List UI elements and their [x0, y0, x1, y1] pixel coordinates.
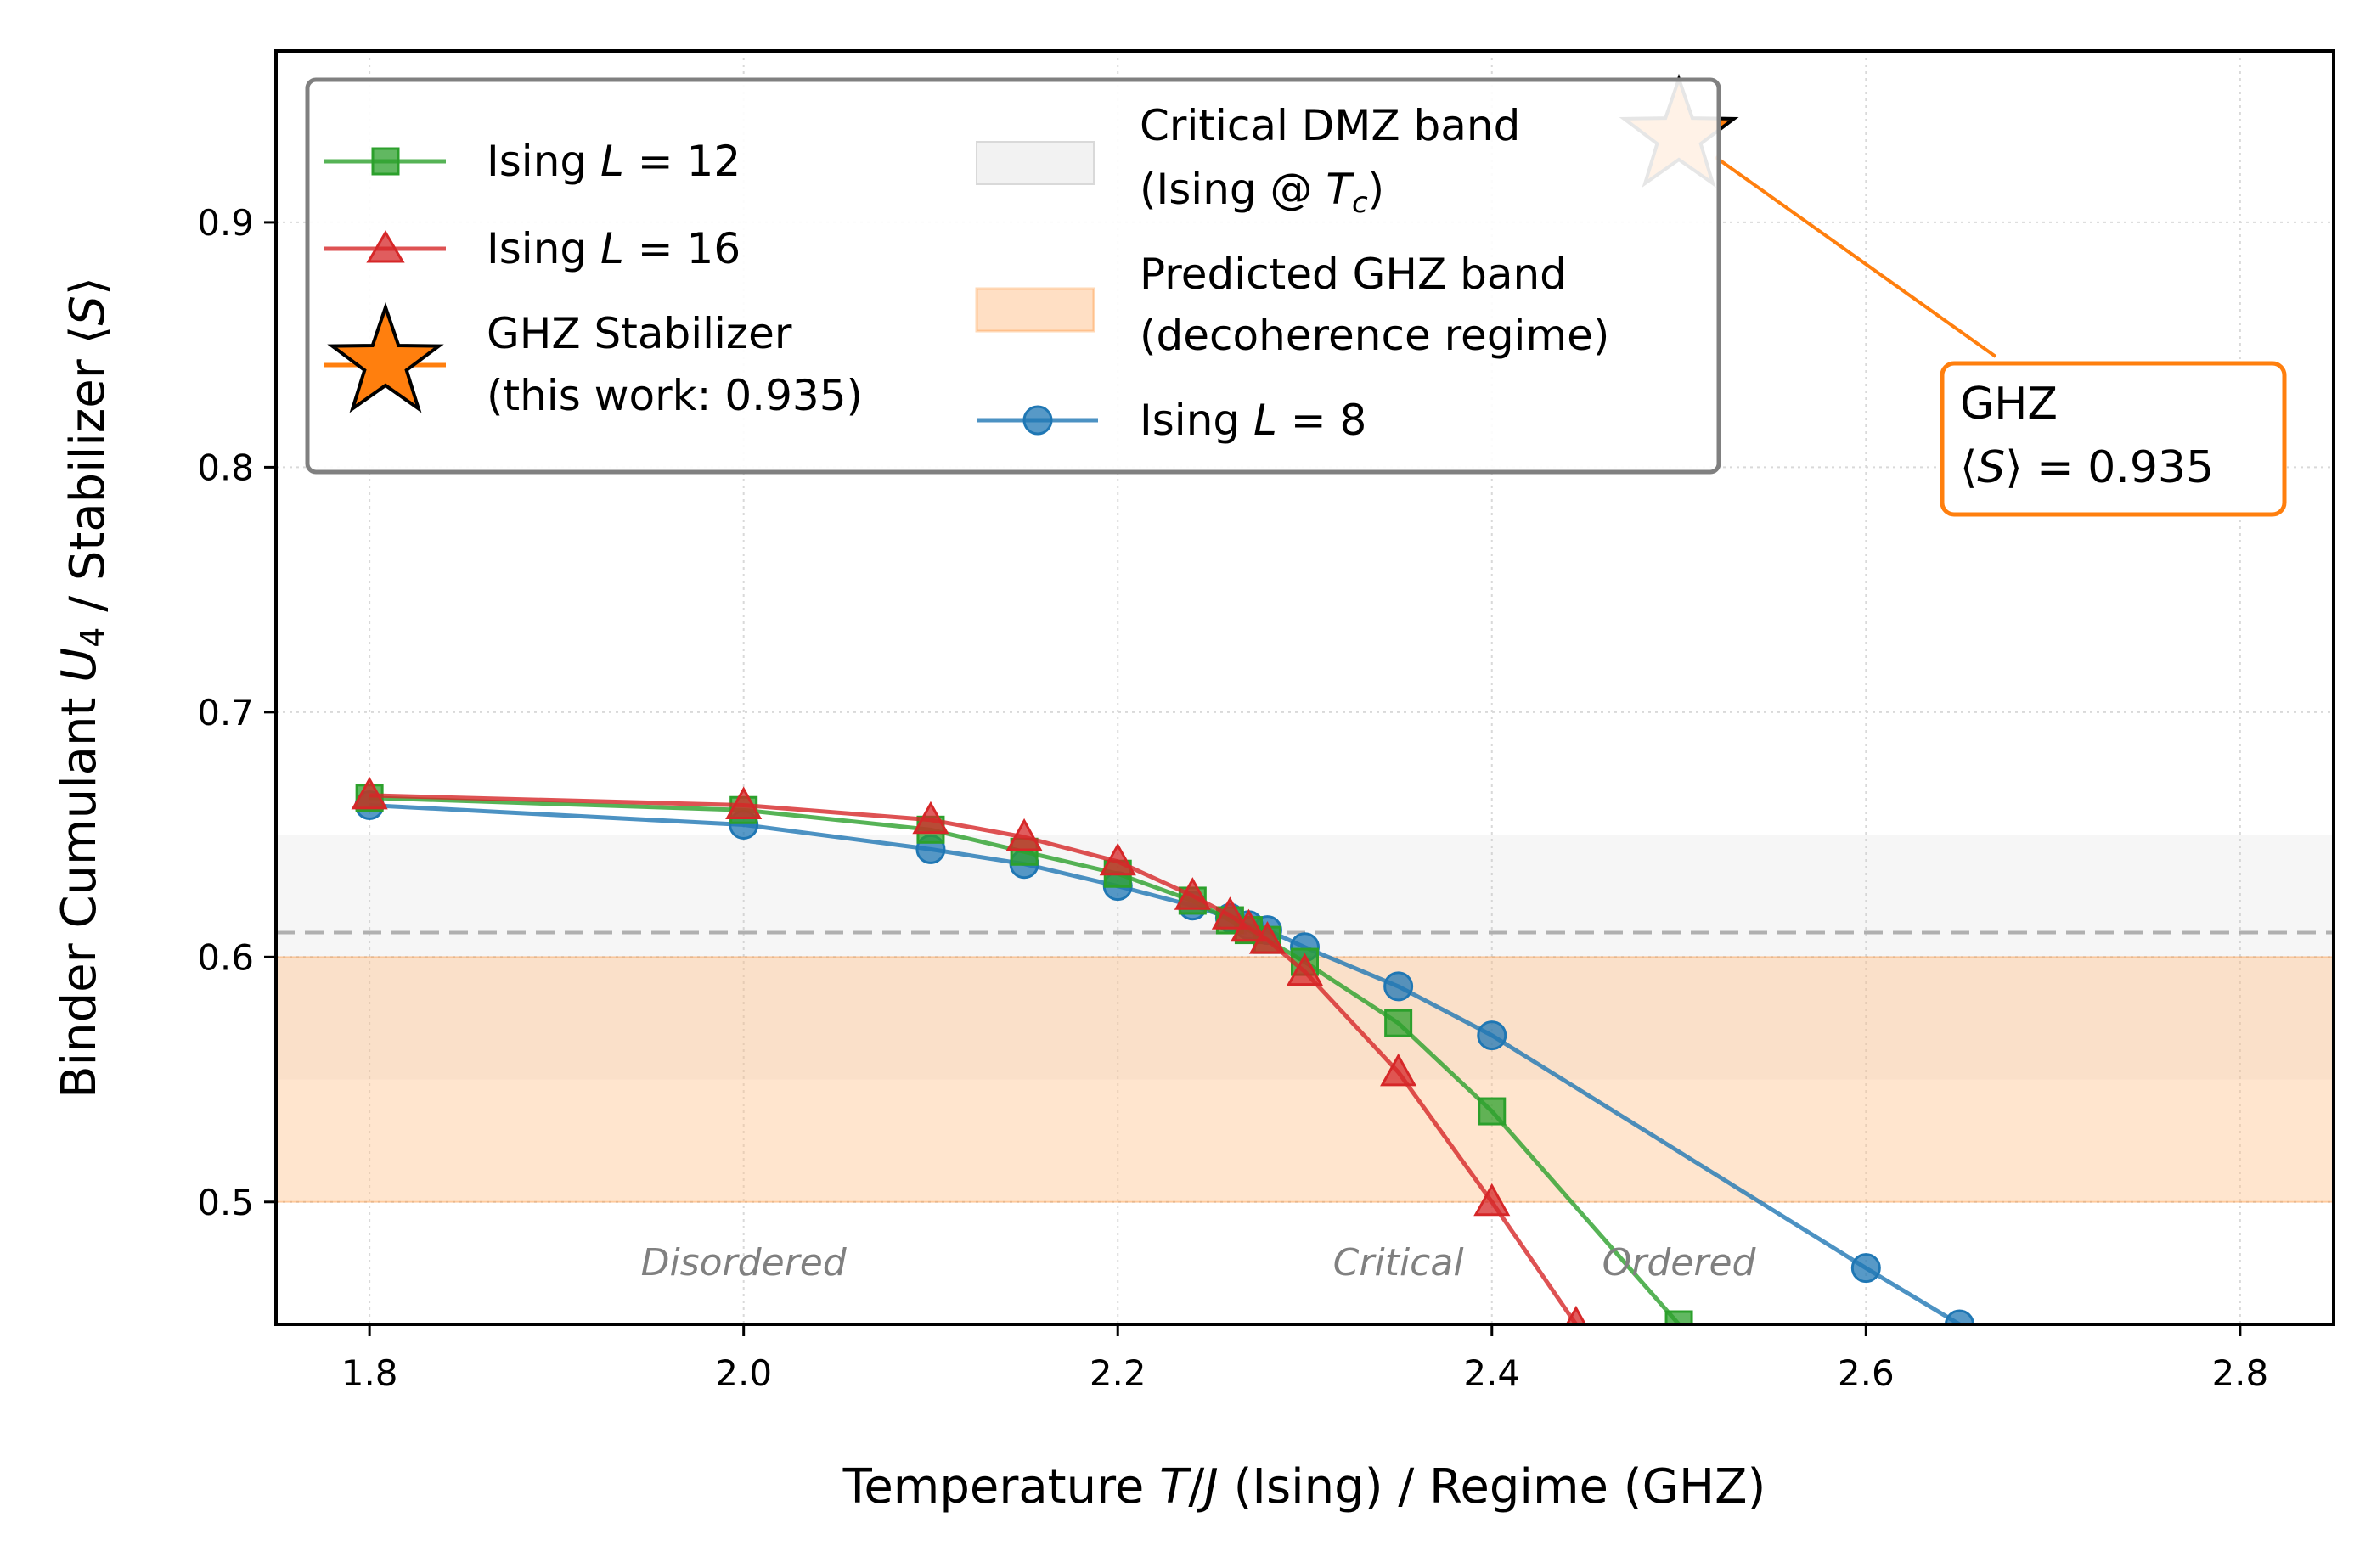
legend-label-ghz-line-2: (this work: 0.935): [487, 371, 863, 420]
legend-entry-critical-band: Critical DMZ band (Ising @ Tc): [976, 101, 1520, 220]
data-point-triangle: [1380, 1053, 1417, 1087]
y-tick-label: 0.7: [197, 692, 254, 733]
y-tick-label: 0.9: [197, 202, 254, 244]
legend-entry-ising-l12: Ising L = 12: [324, 137, 741, 186]
data-point-triangle: [351, 776, 388, 810]
data-point-triangle: [1248, 921, 1287, 954]
legend-label-pred-line-1: Predicted GHZ band: [1140, 250, 1567, 299]
legend-label-pred-line-2: (decoherence regime): [1140, 311, 1609, 360]
annotation-line-2: ⟨S⟩ = 0.935: [1960, 442, 2214, 493]
legend-circle-marker: [1022, 405, 1053, 436]
legend-entry-predicted-band: Predicted GHZ band (decoherence regime): [975, 250, 1609, 360]
x-tick-label: 2.6: [1838, 1352, 1895, 1394]
data-point-triangle: [912, 801, 949, 835]
data-point-square: [1478, 1097, 1507, 1126]
y-tick-label: 0.6: [197, 936, 254, 978]
legend-label-ising-l8: Ising L = 8: [1140, 396, 1366, 445]
series: [351, 776, 1974, 1324]
annotation-connector: [1714, 155, 1997, 358]
series-triangle: [351, 776, 1587, 1324]
data-point-triangle: [1473, 1183, 1511, 1217]
data-point-triangle: [1099, 842, 1136, 876]
data-point-circle: [1383, 971, 1414, 1002]
ghz-annotation: GHZ ⟨S⟩ = 0.935: [1940, 361, 2287, 517]
data-point-circle: [1944, 1309, 1974, 1324]
data-point-triangle: [725, 786, 763, 819]
y-tick-label: 0.8: [197, 447, 254, 488]
legend-label-ghz-line-1: GHZ Stabilizer: [487, 309, 792, 358]
legend-label-ising-l12: Ising L = 12: [487, 137, 741, 186]
y-axis-ticks: 0.5 0.6 0.7 0.8 0.9: [197, 202, 276, 1223]
legend-label-dmz-line-2: (Ising @ Tc): [1140, 165, 1384, 220]
legend-star-icon: [327, 301, 444, 413]
predicted-ghz-band: [276, 956, 2334, 1203]
data-point-circle: [1850, 1253, 1881, 1284]
x-tick-label: 2.0: [715, 1352, 772, 1394]
x-tick-label: 1.8: [341, 1352, 398, 1394]
data-point-triangle: [1286, 953, 1324, 986]
legend-label-dmz-line-1: Critical DMZ band: [1140, 101, 1520, 150]
region-label-disordered: Disordered: [641, 1241, 848, 1284]
bands: [276, 835, 2334, 1203]
legend-frame: [305, 77, 1721, 475]
annotation-line-1: GHZ: [1960, 379, 2058, 430]
legend-patch-critical: [976, 141, 1095, 185]
y-axis-title: Binder Cumulant U4 / Stabilizer ⟨S⟩: [52, 277, 115, 1099]
data-point-triangle: [1211, 896, 1248, 930]
data-point-square: [1664, 1310, 1693, 1324]
data-point-triangle: [1230, 908, 1267, 942]
annotation-box: [1940, 361, 2287, 517]
legend-entry-ghz-stabilizer: GHZ Stabilizer (this work: 0.935): [324, 301, 863, 420]
legend-triangle-marker: [366, 230, 405, 263]
legend-square-marker: [371, 147, 400, 176]
legend: Ising L = 12 Ising L = 16 GHZ Stabilizer…: [305, 77, 1721, 475]
legend-label-ising-l16: Ising L = 16: [487, 224, 741, 273]
x-tick-label: 2.4: [1463, 1352, 1520, 1394]
legend-entry-ising-l16: Ising L = 16: [324, 224, 741, 273]
region-labels: Disordered Critical Ordered: [641, 1241, 1757, 1284]
region-label-ordered: Ordered: [1602, 1241, 1757, 1284]
x-axis-ticks: 1.8 2.0 2.2 2.4 2.6 2.8: [341, 1324, 2268, 1394]
data-point-triangle: [1005, 818, 1043, 851]
x-axis-title: Temperature T/J (Ising) / Regime (GHZ): [842, 1459, 1766, 1515]
legend-patch-predicted: [975, 287, 1095, 333]
data-point-square: [1384, 1009, 1413, 1037]
plot-frame: [274, 49, 2335, 1326]
y-tick-label: 0.5: [197, 1182, 254, 1223]
legend-entry-ising-l8: Ising L = 8: [977, 396, 1366, 445]
data-point-triangle: [1174, 877, 1211, 910]
x-tick-label: 2.2: [1090, 1352, 1146, 1394]
data-point-circle: [1477, 1020, 1507, 1051]
region-label-critical: Critical: [1333, 1241, 1465, 1284]
x-tick-label: 2.8: [2211, 1352, 2268, 1394]
